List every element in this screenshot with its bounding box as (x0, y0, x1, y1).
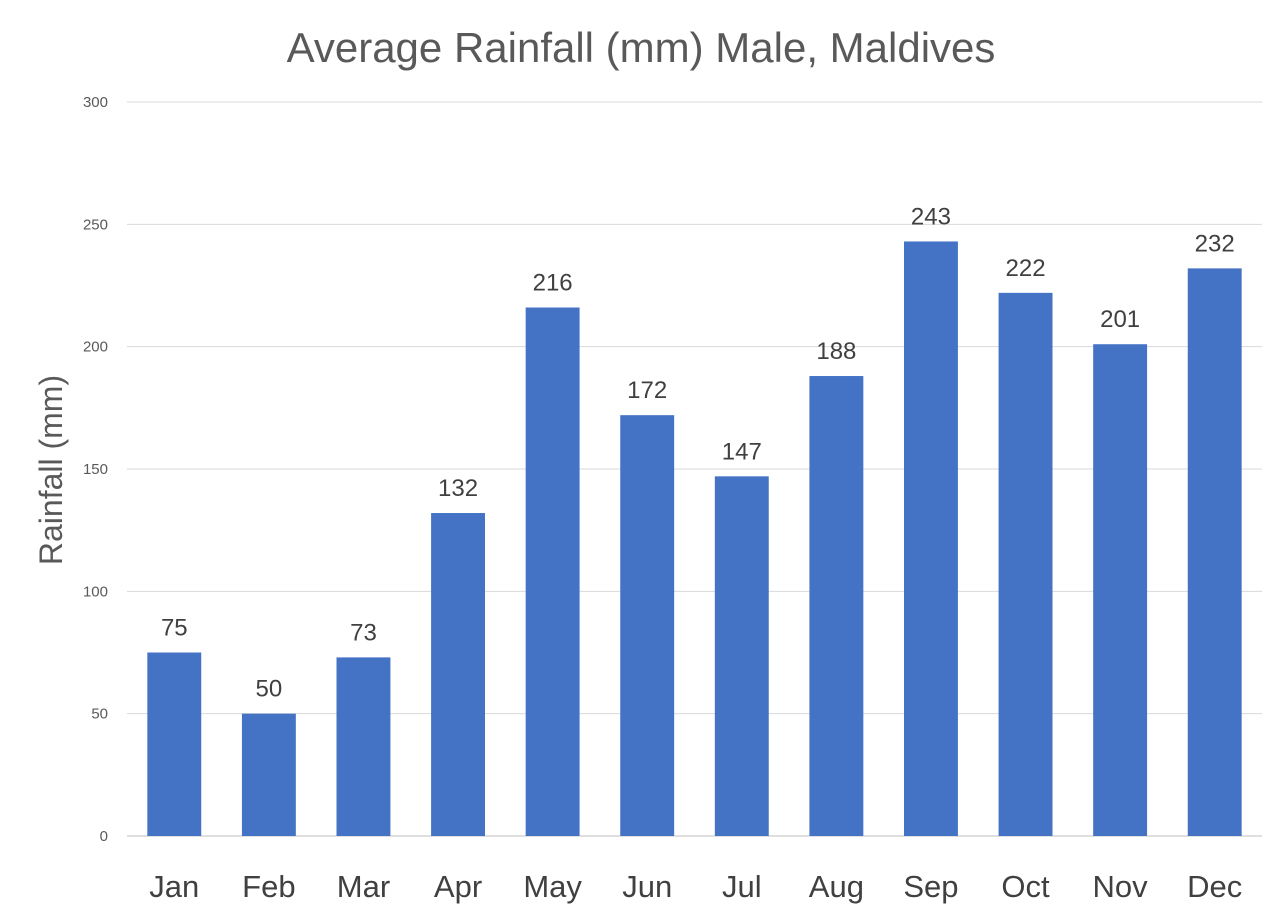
data-label-aug: 188 (816, 338, 856, 365)
data-label-mar: 73 (350, 619, 377, 646)
bar-jan (147, 652, 202, 836)
y-tick-label: 250 (83, 216, 108, 233)
y-tick-label: 150 (83, 461, 108, 478)
bar-dec (1187, 268, 1242, 837)
data-label-may: 216 (533, 270, 573, 297)
x-tick-label-may: May (523, 869, 582, 904)
bar-mar (336, 657, 391, 836)
data-label-jan: 75 (161, 615, 188, 642)
x-tick-label-sep: Sep (903, 869, 958, 904)
chart-title: Average Rainfall (mm) Male, Maldives (287, 24, 996, 71)
data-labels: 75 50 73 132 216 172 147 188 243 222 201 232 (161, 203, 1235, 702)
data-label-nov: 201 (1100, 306, 1140, 333)
x-tick-label-dec: Dec (1187, 869, 1242, 904)
x-axis-ticks: Jan Feb Mar Apr May Jun Jul Aug Sep Oct Nov Dec (149, 869, 1242, 904)
y-axis-label: Rainfall (mm) (33, 375, 69, 565)
bar-nov (1093, 344, 1148, 836)
gridlines (127, 101, 1262, 837)
bars (147, 241, 1242, 837)
x-tick-label-mar: Mar (337, 869, 390, 904)
data-label-jun: 172 (627, 377, 667, 404)
y-tick-label: 200 (83, 339, 108, 356)
data-label-apr: 132 (438, 475, 478, 502)
data-label-sep: 243 (911, 203, 951, 230)
x-tick-label-oct: Oct (1001, 869, 1050, 904)
bar-aug (809, 376, 864, 836)
y-tick-label: 300 (83, 94, 108, 111)
x-tick-label-feb: Feb (242, 869, 295, 904)
bar-jun (620, 415, 675, 836)
x-tick-label-jan: Jan (149, 869, 199, 904)
x-tick-label-apr: Apr (434, 869, 482, 904)
x-tick-label-jun: Jun (622, 869, 672, 904)
bar-sep (904, 241, 958, 836)
bar-feb (241, 713, 296, 836)
data-label-jul: 147 (722, 438, 762, 465)
bar-jul (714, 476, 769, 836)
bar-apr (431, 513, 485, 836)
y-tick-label: 100 (83, 583, 108, 600)
bar-oct (998, 292, 1053, 837)
bar-may (525, 307, 580, 836)
y-tick-label: 0 (100, 828, 108, 845)
data-label-oct: 222 (1006, 255, 1046, 282)
data-label-dec: 232 (1195, 230, 1235, 257)
x-tick-label-nov: Nov (1093, 869, 1149, 904)
y-tick-label: 50 (91, 706, 108, 723)
x-tick-label-jul: Jul (722, 869, 762, 904)
data-label-feb: 50 (256, 676, 283, 703)
y-axis-ticks: 0 50 100 150 200 250 300 (83, 94, 108, 845)
x-tick-label-aug: Aug (809, 869, 864, 904)
